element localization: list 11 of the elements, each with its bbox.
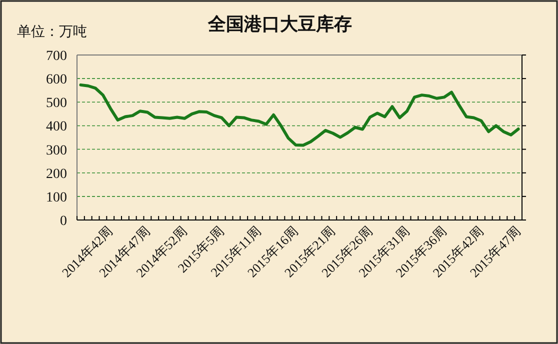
y-tick-label: 700 (46, 49, 67, 64)
y-tick-label: 200 (46, 166, 67, 182)
y-tick-label: 100 (46, 190, 67, 206)
y-tick-label: 500 (46, 96, 67, 112)
y-tick-label: 0 (60, 214, 67, 229)
line-series (79, 83, 520, 147)
y-tick-label: 300 (46, 143, 67, 158)
y-tick-label: 400 (46, 120, 67, 135)
y-tick-label: 600 (46, 72, 67, 88)
chart-title: 全国港口大豆库存 (207, 14, 352, 34)
y-axis-title: 单位：万吨 (17, 24, 87, 40)
